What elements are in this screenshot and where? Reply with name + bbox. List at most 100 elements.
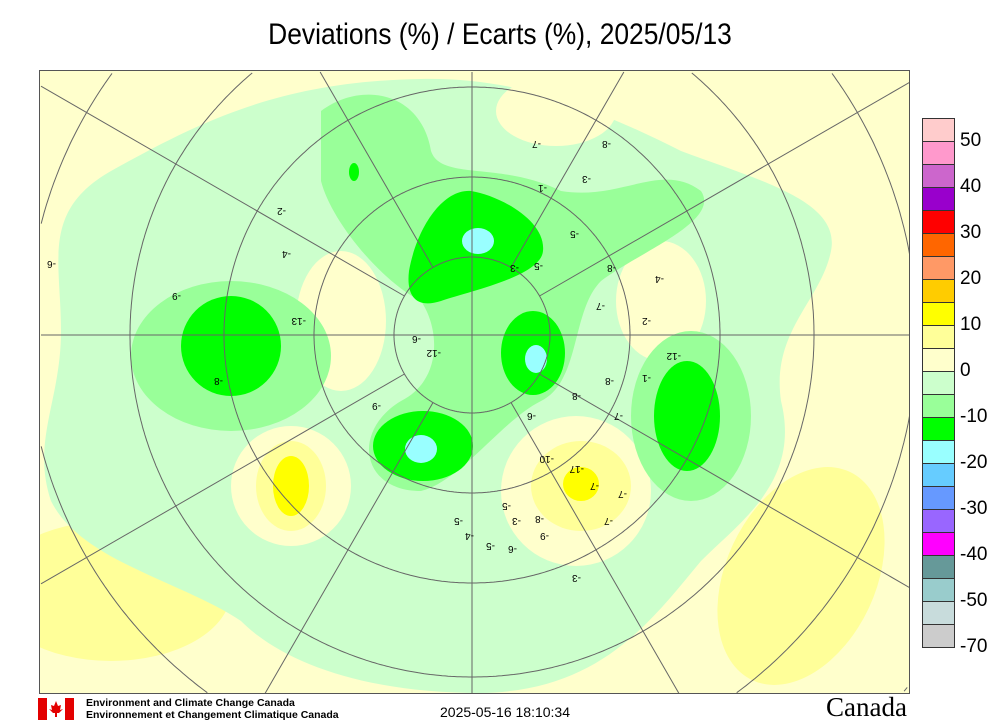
contour-label: -3 [572, 572, 581, 583]
negative-anomaly-region [321, 94, 705, 491]
contour-label: -7 [614, 410, 623, 421]
contour-label: -9 [172, 290, 181, 301]
contour-label: -3 [582, 173, 591, 184]
legend-swatch [922, 118, 955, 141]
ozone-deviation-map: -7 -8 -3 -1 -5 -3 -5 -8 -4 -7 -2 -12 -1 -8 -8 -7 -2 -4 -13… [39, 70, 910, 694]
contour-label: -6 [508, 543, 517, 554]
contour-label: -9 [372, 400, 381, 411]
legend-swatch [922, 509, 955, 532]
contour-label: -7 [604, 515, 613, 526]
color-legend [922, 118, 955, 648]
contour-label: -13 [291, 315, 306, 326]
org-name-fr: Environnement et Changement Climatique C… [86, 709, 339, 721]
legend-label: -70 [960, 636, 988, 657]
contour-label: -10 [539, 453, 554, 464]
contour-label: -5 [502, 500, 511, 511]
meridian-line [510, 402, 680, 693]
contour-label: -8 [535, 513, 544, 524]
positive-anomaly-region [616, 241, 706, 361]
map-title: Deviations (%) / Ecarts (%), 2025/05/13 [268, 18, 732, 51]
legend-label: -20 [960, 452, 988, 473]
legend-swatch [922, 486, 955, 509]
meridian-line [319, 71, 434, 268]
contour-label: -4 [282, 248, 291, 259]
legend-label: 50 [960, 130, 982, 151]
meridian-line [510, 71, 625, 268]
contour-label: -4 [465, 530, 474, 541]
contour-label: -8 [572, 390, 581, 401]
generation-timestamp: 2025-05-16 18:10:34 [440, 704, 570, 720]
legend-swatch [922, 348, 955, 371]
canada-wordmark: Canada [826, 692, 907, 722]
very-strong-negative-anomaly-region [525, 345, 547, 373]
legend-swatch [922, 325, 955, 348]
strong-negative-anomaly-region [654, 361, 720, 471]
contour-label: -1 [642, 372, 651, 383]
legend-swatch [922, 256, 955, 279]
legend-label: -40 [960, 544, 988, 565]
legend-swatch [922, 279, 955, 302]
contour-label: -5 [570, 228, 579, 239]
latitude-circle [129, 72, 815, 678]
legend-swatch [922, 141, 955, 164]
contour-label: -6 [412, 333, 421, 344]
contour-label: -8 [607, 262, 616, 273]
meridian-line [539, 373, 909, 588]
contour-label: -3 [512, 515, 521, 526]
positive-anomaly-region [563, 467, 599, 501]
org-name-en: Environment and Climate Change Canada [86, 697, 295, 709]
positive-anomaly-region [496, 76, 616, 146]
legend-swatch [922, 417, 955, 440]
legend-label: 10 [960, 314, 982, 335]
legend-swatch [922, 601, 955, 624]
strong-negative-anomaly-region [181, 296, 281, 396]
very-strong-negative-anomaly-region [462, 228, 494, 254]
contour-labels: -7 -8-3-1-5-3 -5 -8-4-7-2-12-1-8-8-7-2-4-13… [47, 138, 681, 583]
map-canvas: -7 -8-3-1-5-3 -5 -8-4-7-2-12-1-8-8-7-2-4-13… [40, 71, 909, 693]
very-strong-negative-anomaly-region [405, 435, 437, 463]
meridian-line [40, 85, 405, 297]
contour-label: -2 [277, 205, 286, 216]
legend-label: -10 [960, 406, 988, 427]
meridian-line [40, 373, 405, 585]
contour-label: -5 [454, 515, 463, 526]
contour-label: -12 [666, 350, 681, 361]
contour-label: -7 [590, 480, 599, 491]
legend-swatch [922, 555, 955, 578]
legend-swatch [922, 532, 955, 555]
contour-label: -4 [655, 273, 664, 284]
legend-label: -30 [960, 498, 988, 519]
legend-swatch [922, 210, 955, 233]
contour-label: -7 [532, 138, 541, 149]
contour-label: -3 [510, 262, 519, 273]
legend-swatch [922, 164, 955, 187]
meridian-line [539, 82, 909, 297]
legend-swatch [922, 440, 955, 463]
legend-label: 20 [960, 268, 982, 289]
contour-label: -6 [47, 258, 56, 269]
contour-label: -5 [486, 540, 495, 551]
positive-anomaly-region [273, 456, 309, 516]
contour-label: -2 [642, 315, 651, 326]
contour-label: -6 [527, 410, 536, 421]
contour-label: -8 [605, 375, 614, 386]
contour-label: -5 [534, 260, 543, 271]
legend-label: 40 [960, 176, 982, 197]
legend-swatch [922, 578, 955, 601]
legend-swatch [922, 624, 955, 648]
contour-label: -7 [596, 300, 605, 311]
contour-label: -7 [618, 488, 627, 499]
graticule [40, 71, 909, 693]
contour-label: -9 [540, 530, 549, 541]
canada-flag-icon [38, 698, 74, 720]
organization-name: Environment and Climate Change Canada En… [86, 697, 339, 721]
contour-label: -12 [426, 347, 441, 358]
strong-negative-anomaly-region [349, 163, 359, 181]
legend-swatch [922, 233, 955, 256]
legend-label: 30 [960, 222, 982, 243]
legend-label: 0 [960, 360, 971, 381]
legend-swatch [922, 187, 955, 210]
legend-label: -50 [960, 590, 988, 611]
legend-swatch [922, 394, 955, 417]
legend-swatch [922, 371, 955, 394]
